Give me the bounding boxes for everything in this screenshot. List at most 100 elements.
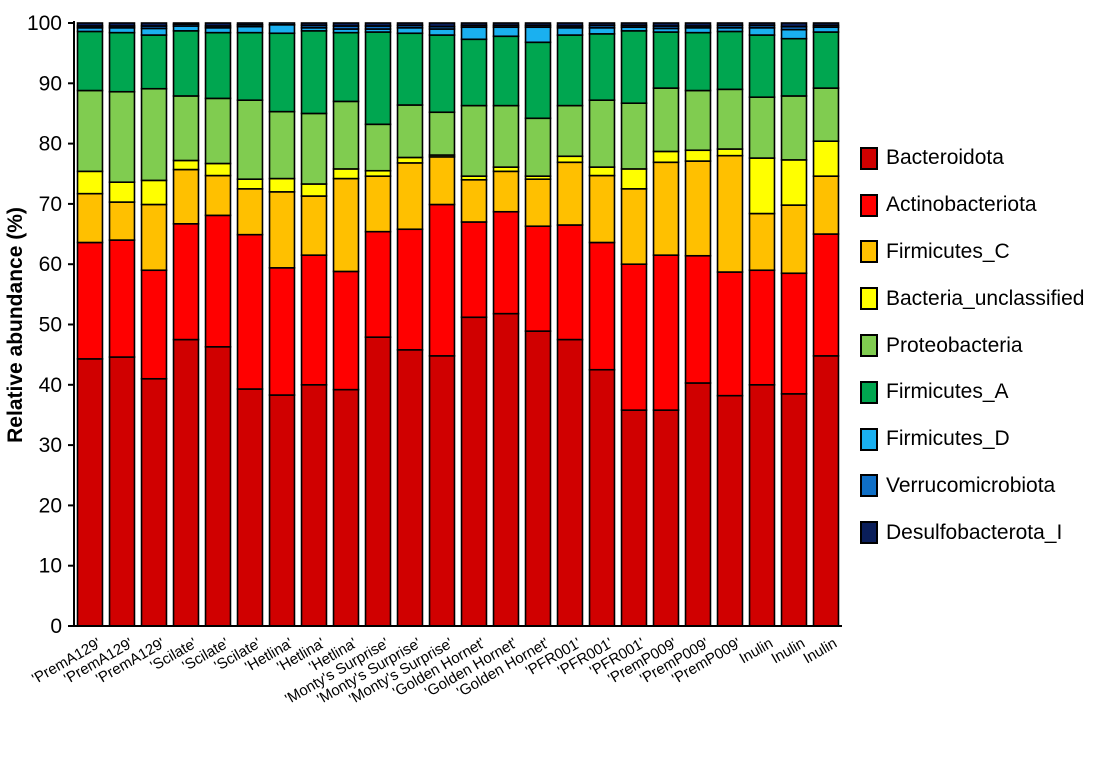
bar-segment-8-8 (332, 22, 360, 27)
bar-segment-3-21 (748, 157, 776, 215)
bar-segment-1-2 (140, 269, 168, 380)
bar-segment-4-15 (556, 104, 584, 158)
bar-segment-8-22 (780, 22, 808, 28)
bar-segment-6-5 (236, 25, 264, 34)
bar-segment-6-13 (492, 26, 520, 38)
bar-segment-1-0 (76, 241, 104, 360)
bar-segment-1-11 (428, 203, 456, 357)
legend-label-4: Proteobacteria (886, 333, 1023, 357)
legend-swatch-7 (860, 474, 878, 498)
bar-segment-2-16 (588, 174, 616, 244)
bar-segment-1-20 (716, 271, 744, 397)
legend-item-5: Firmicutes_A (860, 369, 1100, 416)
bar-segment-8-12 (460, 22, 488, 27)
bar-segment-4-5 (236, 99, 264, 180)
bar-segment-0-0 (76, 358, 104, 627)
legend-item-0: Bacteroidota (860, 135, 1100, 182)
bar-segment-6-12 (460, 26, 488, 41)
legend-item-6: Firmicutes_D (860, 416, 1100, 463)
bar-segment-1-17 (620, 263, 648, 411)
bar-segment-8-4 (204, 22, 232, 27)
bar-segment-3-4 (204, 162, 232, 177)
bar-segment-5-13 (492, 35, 520, 107)
bar-segment-5-20 (716, 30, 744, 91)
bar-segment-2-13 (492, 170, 520, 213)
bar-segment-0-20 (716, 394, 744, 627)
bar-segment-2-5 (236, 188, 264, 236)
bar-segment-3-19 (684, 149, 712, 162)
bar-segment-4-12 (460, 104, 488, 177)
bar-segment-6-10 (396, 27, 424, 35)
y-tick-label-5: 50 (39, 314, 62, 337)
bar-segment-0-6 (268, 394, 296, 627)
legend-item-8: Desulfobacterota_I (860, 509, 1100, 556)
bar-segment-2-4 (204, 174, 232, 217)
bar-segment-0-15 (556, 338, 584, 627)
bar-segment-2-12 (460, 178, 488, 223)
bar-segment-4-22 (780, 95, 808, 161)
bar-segment-5-6 (268, 32, 296, 113)
bar-segment-0-21 (748, 383, 776, 627)
bar-segment-3-3 (172, 159, 200, 171)
bar-segment-4-4 (204, 97, 232, 165)
y-tick-label-7: 70 (39, 193, 62, 216)
bar-segment-3-2 (140, 179, 168, 206)
bar-segment-3-5 (236, 178, 264, 190)
bar-segment-2-0 (76, 192, 104, 244)
bar-segment-3-20 (716, 148, 744, 157)
bar-segment-2-22 (780, 204, 808, 275)
legend-item-1: Actinobacteriota (860, 182, 1100, 229)
bar-segment-8-1 (108, 22, 136, 27)
bar-segment-1-16 (588, 241, 616, 371)
legend-label-5: Firmicutes_A (886, 380, 1009, 404)
bar-segment-5-16 (588, 33, 616, 101)
bar-segment-2-21 (748, 212, 776, 272)
legend-item-2: Firmicutes_C (860, 229, 1100, 276)
bar-segment-1-22 (780, 272, 808, 395)
bar-segment-0-12 (460, 316, 488, 627)
bar-segment-4-3 (172, 95, 200, 162)
bar-segment-4-11 (428, 111, 456, 156)
bar-segment-0-13 (492, 312, 520, 627)
legend-label-0: Bacteroidota (886, 146, 1004, 170)
bar-segment-6-15 (556, 27, 584, 36)
legend-label-6: Firmicutes_D (886, 427, 1010, 451)
legend-item-7: Verrucomicrobiota (860, 463, 1100, 510)
legend-swatch-4 (860, 334, 878, 358)
bar-segment-5-11 (428, 34, 456, 114)
bar-segment-5-10 (396, 32, 424, 106)
bar-segment-3-22 (780, 159, 808, 206)
legend-swatch-0 (860, 146, 878, 170)
bar-segment-8-15 (556, 22, 584, 27)
bar-segment-1-6 (268, 267, 296, 396)
bar-segment-3-23 (812, 140, 840, 177)
bar-segment-0-11 (428, 355, 456, 627)
bar-segment-2-18 (652, 161, 680, 256)
bar-segment-1-21 (748, 269, 776, 386)
bar-segment-5-23 (812, 31, 840, 89)
y-tick-label-4: 40 (39, 374, 62, 397)
bar-segment-1-4 (204, 214, 232, 348)
bar-segment-6-11 (428, 28, 456, 36)
bar-segment-1-3 (172, 223, 200, 341)
bar-segment-2-19 (684, 160, 712, 257)
y-tick-label-10: 100 (27, 12, 62, 35)
bar-segment-0-2 (140, 377, 168, 627)
bar-segment-3-17 (620, 168, 648, 190)
bar-segment-8-19 (684, 22, 712, 27)
bar-segment-4-0 (76, 89, 104, 173)
y-tick-label-0: 0 (50, 615, 62, 638)
bar-segment-5-9 (364, 31, 392, 126)
bar-segment-4-14 (524, 117, 552, 177)
bar-segment-3-9 (364, 169, 392, 177)
bar-segment-3-8 (332, 168, 360, 180)
bar-segment-3-15 (556, 155, 584, 164)
bar-segment-4-7 (300, 112, 328, 185)
bar-segment-2-6 (268, 191, 296, 269)
bar-segment-2-3 (172, 168, 200, 225)
bar-segment-1-14 (524, 225, 552, 332)
bar-segment-1-18 (652, 254, 680, 411)
bar-segment-8-18 (652, 22, 680, 27)
bar-segment-5-17 (620, 30, 648, 105)
bar-segment-8-2 (140, 22, 168, 27)
